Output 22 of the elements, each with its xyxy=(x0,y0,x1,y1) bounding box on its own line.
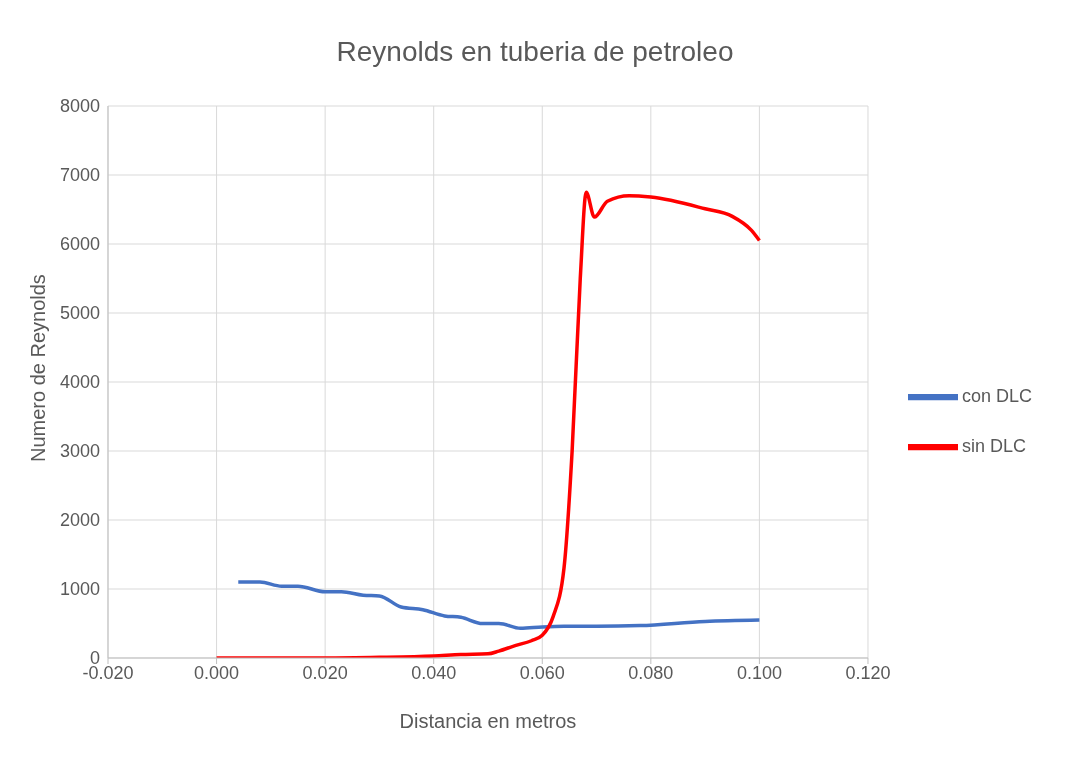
y-tick-label: 5000 xyxy=(59,303,100,324)
line-series xyxy=(214,190,762,658)
legend-label: con DLC xyxy=(961,385,1032,406)
line-series xyxy=(236,580,762,631)
x-tick-label: 0.000 xyxy=(194,662,240,683)
x-tick-label: 0.020 xyxy=(302,662,348,683)
legend-label: sin DLC xyxy=(961,435,1026,456)
x-axis-title: Distancia en metros xyxy=(399,710,577,732)
y-axis-title: Numero de Reynolds xyxy=(27,274,50,462)
x-tick-label: 0.100 xyxy=(736,662,782,683)
y-tick-label: 6000 xyxy=(59,234,100,255)
x-tick-label: 0.040 xyxy=(411,662,457,683)
y-tick-label: 1000 xyxy=(59,579,100,600)
y-tick-label: 3000 xyxy=(59,441,100,462)
x-tick-label: 0.060 xyxy=(519,662,565,683)
y-tick-label: 2000 xyxy=(59,510,100,531)
y-tick-label: 7000 xyxy=(59,165,100,186)
chart-title: Reynolds en tuberia de petroleo xyxy=(335,35,735,69)
y-tick-label: 4000 xyxy=(59,372,100,393)
x-tick-label: 0.120 xyxy=(845,662,891,683)
x-tick-label: 0.080 xyxy=(628,662,674,683)
y-tick-label: 8000 xyxy=(59,96,100,117)
